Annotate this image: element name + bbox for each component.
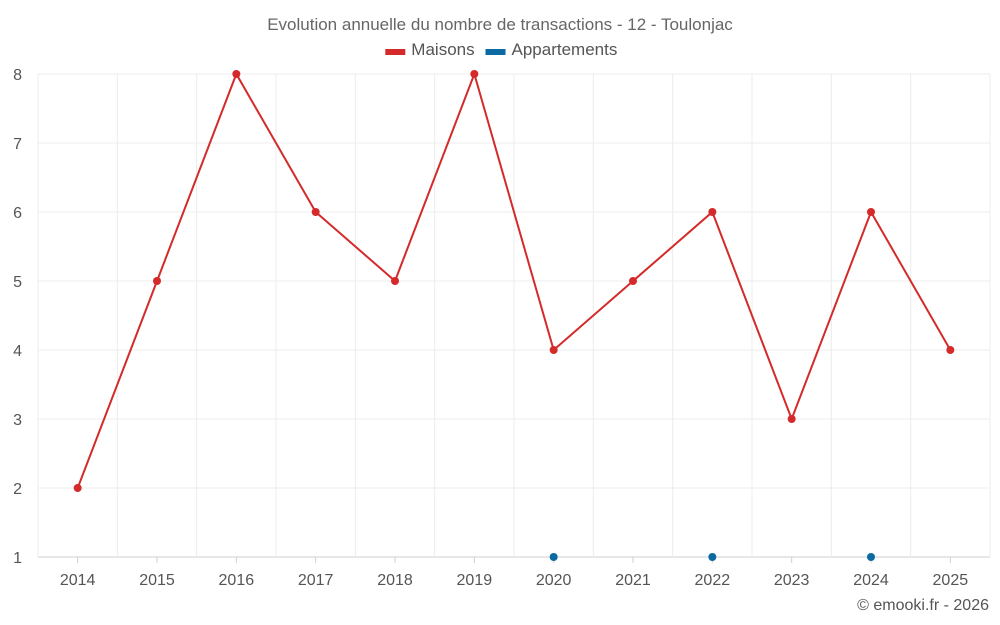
x-axis: 2014 2015 2016 2017 2018 2019 2020 2021 2022 2023… (60, 557, 968, 589)
x-tick-label: 2015 (139, 572, 175, 589)
y-tick-label: 8 (13, 67, 22, 84)
data-point (73, 484, 82, 492)
x-tick-label: 2020 (536, 572, 572, 589)
data-point (946, 346, 955, 354)
legend-item[interactable]: Maisons (385, 40, 475, 59)
data-point (232, 70, 241, 78)
y-tick-label: 7 (13, 136, 22, 153)
x-tick-label: 2025 (933, 572, 969, 589)
data-point (629, 277, 637, 285)
data-point (311, 208, 320, 216)
legend: Maisons Appartements (385, 40, 617, 59)
legend-label: Maisons (411, 40, 474, 59)
x-tick-label: 2018 (377, 572, 413, 589)
y-tick-label: 3 (13, 412, 22, 429)
x-tick-label: 2016 (219, 572, 255, 589)
grid (37, 73, 991, 558)
x-tick-label: 2022 (695, 572, 731, 589)
y-tick-label: 4 (13, 343, 22, 360)
data-point (708, 553, 717, 561)
x-tick-label: 2023 (774, 572, 810, 589)
x-tick-label: 2021 (615, 572, 651, 589)
x-tick-label: 2017 (298, 572, 334, 589)
chart-title: Evolution annuelle du nombre de transact… (267, 15, 733, 34)
data-point (470, 70, 479, 78)
y-tick-label: 6 (13, 205, 22, 222)
data-point (867, 553, 875, 561)
data-point (391, 277, 399, 285)
y-axis: 1 2 3 4 5 6 7 8 (13, 67, 22, 567)
data-point (549, 553, 558, 561)
series-layer (73, 70, 955, 561)
data-point (867, 208, 875, 216)
y-tick-label: 5 (13, 274, 22, 291)
series-appartements (549, 553, 875, 561)
data-point (787, 415, 796, 423)
series-maisons (73, 70, 955, 492)
x-tick-label: 2024 (853, 572, 889, 589)
x-tick-label: 2014 (60, 572, 96, 589)
legend-swatch (385, 49, 406, 55)
x-tick-label: 2019 (457, 572, 493, 589)
data-point (708, 208, 717, 216)
legend-item[interactable]: Appartements (485, 40, 618, 59)
data-point (153, 277, 161, 285)
data-point (549, 346, 558, 354)
series-line (76, 70, 952, 489)
credit-text: © emooki.fr - 2026 (857, 597, 989, 614)
legend-label: Appartements (512, 40, 618, 59)
legend-swatch (485, 49, 506, 55)
y-tick-label: 1 (13, 550, 22, 567)
y-tick-label: 2 (13, 481, 22, 498)
